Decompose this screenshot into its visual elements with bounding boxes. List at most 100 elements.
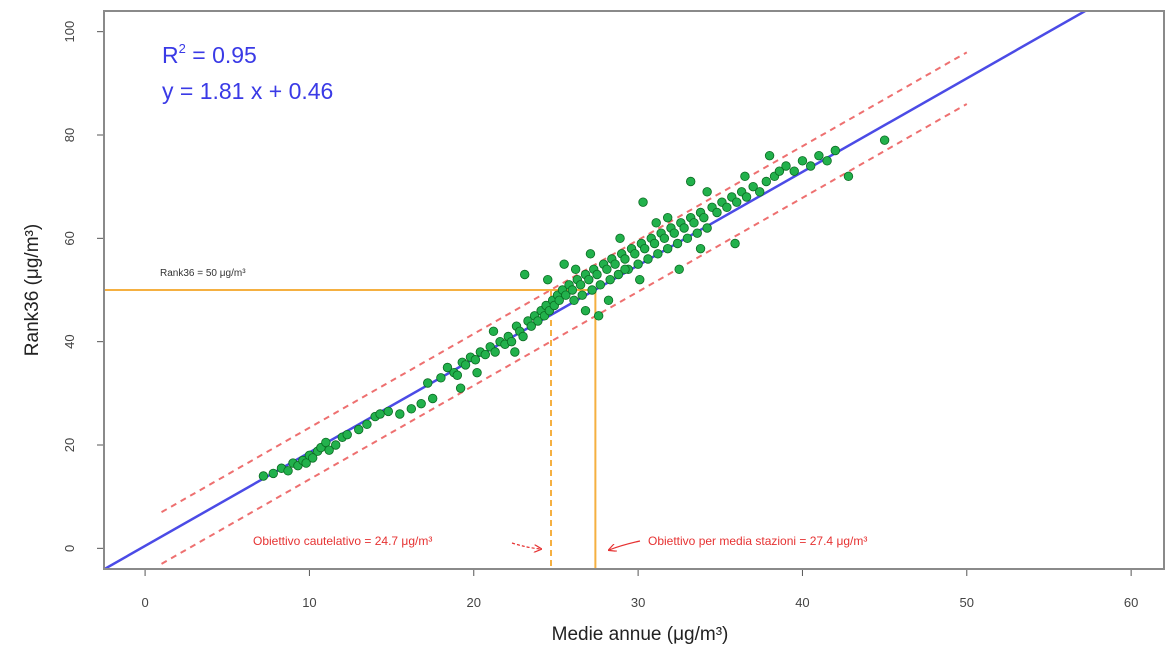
data-point <box>639 243 650 254</box>
data-point <box>283 466 293 476</box>
cautelativo-label: Obiettivo cautelativo = 24.7 μg/m³ <box>253 534 432 548</box>
data-point <box>520 269 530 280</box>
data-point <box>695 243 706 254</box>
x-tick-label: 30 <box>631 595 645 610</box>
r-squared-prefix: R <box>162 42 179 68</box>
data-point <box>755 187 765 197</box>
data-point <box>740 171 750 182</box>
data-point <box>805 161 816 171</box>
y-tick-label: 0 <box>62 545 77 552</box>
data-point <box>321 437 331 448</box>
data-point <box>518 331 528 342</box>
x-tick-label: 60 <box>1124 595 1138 610</box>
data-point <box>559 259 569 269</box>
prediction-band-2 <box>161 103 968 565</box>
data-point <box>587 285 597 295</box>
data-point <box>308 453 318 463</box>
data-point <box>843 171 854 182</box>
data-point <box>692 228 702 238</box>
y-tick-label: 100 <box>62 21 77 43</box>
data-point <box>510 347 520 357</box>
data-point <box>669 228 679 238</box>
threshold-lines <box>104 289 597 569</box>
data-point <box>689 218 699 228</box>
data-point <box>268 468 278 479</box>
prediction-band-1 <box>161 51 968 514</box>
x-axis-title: Medie annue (μg/m³) <box>552 624 729 645</box>
x-tick-label: 40 <box>795 595 809 610</box>
data-point <box>822 156 832 166</box>
rank36-threshold-label: Rank36 = 50 μg/m³ <box>160 268 246 279</box>
y-tick-label: 20 <box>62 438 77 452</box>
data-point <box>362 419 372 430</box>
data-point <box>533 316 543 326</box>
data-point <box>764 150 775 161</box>
data-point <box>436 373 446 383</box>
data-point <box>774 166 785 176</box>
cautelativo-arrow <box>511 542 541 549</box>
data-point <box>395 409 405 419</box>
data-points <box>258 135 890 481</box>
data-point <box>584 274 594 285</box>
data-point <box>702 187 712 197</box>
data-point <box>506 336 517 347</box>
data-point <box>781 161 791 171</box>
data-point <box>610 259 620 269</box>
x-tick-label: 0 <box>141 595 148 610</box>
data-point <box>659 233 670 244</box>
data-point <box>592 269 602 280</box>
x-tick-label: 10 <box>302 595 316 610</box>
data-point <box>575 280 586 290</box>
data-point <box>375 409 385 419</box>
data-point <box>416 398 426 409</box>
data-point <box>685 176 696 187</box>
data-point <box>569 295 579 306</box>
data-point <box>674 264 684 275</box>
data-point <box>605 274 615 285</box>
data-point <box>761 176 771 187</box>
data-point <box>470 355 481 365</box>
y-axis-title: Rank36 (μg/m³) <box>22 224 43 356</box>
data-point <box>672 238 683 249</box>
r-squared-label: R2 = 0.95 <box>162 41 257 68</box>
data-point <box>577 290 587 300</box>
media-stazioni-arrow <box>609 540 641 550</box>
data-point <box>643 254 653 264</box>
data-point <box>324 445 334 455</box>
data-point <box>630 249 640 259</box>
data-point <box>615 233 625 244</box>
r-squared-value: = 0.95 <box>186 42 257 68</box>
y-axis-ticks: 0 20 40 60 80 100 <box>62 21 103 552</box>
data-point <box>814 150 824 161</box>
data-point <box>722 202 732 213</box>
r-squared-superscript: 2 <box>179 41 186 56</box>
data-point <box>472 367 482 378</box>
y-tick-label: 40 <box>62 334 77 348</box>
data-point <box>258 471 269 481</box>
data-point <box>585 249 596 259</box>
data-point <box>741 192 752 202</box>
data-point <box>603 295 614 306</box>
data-point <box>620 254 630 264</box>
data-point <box>490 347 500 357</box>
data-point <box>543 274 553 285</box>
data-point <box>662 243 673 254</box>
data-point <box>613 269 624 280</box>
plot-frame <box>103 10 1165 570</box>
data-point <box>354 424 364 435</box>
data-point <box>593 311 604 321</box>
data-point <box>455 383 466 393</box>
data-point <box>423 378 433 388</box>
data-point <box>797 156 808 166</box>
data-point <box>595 280 606 290</box>
data-point <box>620 264 630 275</box>
x-tick-label: 50 <box>960 595 974 610</box>
regression-equation-label: y = 1.81 x + 0.46 <box>162 78 333 104</box>
data-point <box>633 259 643 269</box>
data-point <box>342 429 352 440</box>
data-point <box>638 197 648 207</box>
data-point <box>748 181 758 192</box>
data-point <box>460 360 471 370</box>
